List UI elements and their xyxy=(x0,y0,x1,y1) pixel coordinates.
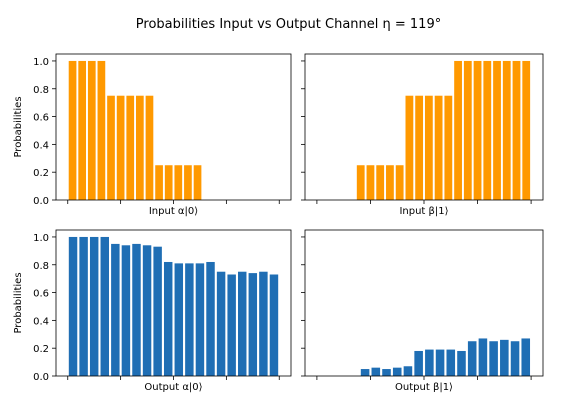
bar-top-left-6 xyxy=(126,95,135,200)
bar-top-left-11 xyxy=(174,165,183,200)
ylabel-top-left: Probabilities xyxy=(13,96,24,157)
xlabel-bottom-left: Output α|0⟩ xyxy=(144,382,202,393)
bar-top-left-4 xyxy=(107,95,115,200)
bar-bottom-left-6 xyxy=(132,243,141,376)
bar-bottom-left-16 xyxy=(238,271,247,376)
ytick-label-bottom-left-1: 0.2 xyxy=(33,344,49,355)
bar-top-right-7 xyxy=(386,165,394,200)
bar-top-right-18 xyxy=(493,60,501,201)
bar-bottom-right-15 xyxy=(478,338,488,376)
bar-top-left-9 xyxy=(155,165,163,200)
bar-top-right-12 xyxy=(434,95,443,200)
bar-bottom-right-10 xyxy=(425,349,434,376)
bar-bottom-left-11 xyxy=(185,263,194,376)
bar-top-right-11 xyxy=(424,95,433,200)
bar-top-left-2 xyxy=(87,60,96,201)
bar-top-left-10 xyxy=(164,165,173,200)
xlabel-top-right: Input β|1⟩ xyxy=(399,206,448,217)
bar-top-right-21 xyxy=(522,60,531,201)
ytick-label-bottom-left-0: 0.0 xyxy=(33,372,49,383)
bar-bottom-left-15 xyxy=(227,274,236,376)
ytick-label-top-left-3: 0.6 xyxy=(33,113,49,124)
bar-top-right-8 xyxy=(395,165,404,200)
bar-top-left-5 xyxy=(116,95,125,200)
bar-bottom-left-17 xyxy=(248,273,258,376)
ytick-label-bottom-left-2: 0.4 xyxy=(33,316,49,327)
bar-bottom-right-4 xyxy=(360,369,370,376)
bar-top-left-13 xyxy=(193,165,202,200)
ytick-label-top-left-0: 0.0 xyxy=(33,196,49,207)
bar-top-left-1 xyxy=(78,60,87,201)
bar-bottom-right-5 xyxy=(371,367,381,376)
xlabel-bottom-right: Output β|1⟩ xyxy=(395,382,453,393)
bar-bottom-left-19 xyxy=(269,274,279,376)
bar-top-right-15 xyxy=(463,60,472,201)
ytick-label-bottom-left-4: 0.8 xyxy=(33,261,49,272)
bar-bottom-right-12 xyxy=(446,349,456,376)
bar-bottom-right-16 xyxy=(489,341,498,376)
bar-bottom-left-1 xyxy=(79,236,88,376)
bar-bottom-left-7 xyxy=(142,245,152,376)
ytick-label-bottom-left-3: 0.6 xyxy=(33,289,49,300)
xlabel-top-left: Input α|0⟩ xyxy=(149,206,198,217)
bar-top-left-12 xyxy=(184,165,192,200)
bar-bottom-right-13 xyxy=(457,350,466,376)
bar-bottom-right-9 xyxy=(414,350,423,376)
bar-top-left-3 xyxy=(97,60,106,201)
bar-top-left-7 xyxy=(136,95,144,200)
ytick-label-top-left-5: 1.0 xyxy=(33,57,49,68)
bar-bottom-left-0 xyxy=(68,236,78,376)
bar-top-right-6 xyxy=(376,165,385,200)
bar-bottom-left-9 xyxy=(163,261,173,376)
ytick-label-top-left-1: 0.2 xyxy=(33,168,49,179)
figure-title: Probabilities Input vs Output Channel η … xyxy=(135,17,442,32)
bar-bottom-left-5 xyxy=(121,245,131,376)
bar-bottom-right-7 xyxy=(392,367,402,376)
bar-bottom-right-18 xyxy=(510,341,520,376)
bar-top-right-10 xyxy=(415,95,424,200)
bar-top-left-8 xyxy=(145,95,154,200)
bar-bottom-right-11 xyxy=(435,349,445,376)
bar-bottom-left-13 xyxy=(206,261,215,376)
bar-bottom-right-8 xyxy=(403,366,413,376)
bar-top-right-17 xyxy=(483,60,492,201)
bar-bottom-right-6 xyxy=(382,369,391,376)
bar-bottom-left-12 xyxy=(195,263,205,376)
bar-bottom-left-8 xyxy=(153,246,162,376)
bar-top-right-20 xyxy=(512,60,521,201)
ylabel-bottom-left: Probabilities xyxy=(13,272,24,333)
bar-bottom-right-19 xyxy=(521,338,531,376)
bar-top-right-16 xyxy=(473,60,482,201)
ytick-label-top-left-4: 0.8 xyxy=(33,85,49,96)
bar-bottom-right-14 xyxy=(467,341,477,376)
bar-bottom-left-2 xyxy=(89,236,99,376)
bar-bottom-left-4 xyxy=(111,243,120,376)
bar-top-right-4 xyxy=(356,165,365,200)
bar-bottom-right-17 xyxy=(500,339,509,376)
bar-bottom-left-10 xyxy=(174,263,184,376)
bar-top-left-0 xyxy=(68,60,77,201)
bar-top-right-9 xyxy=(405,95,414,200)
bar-bottom-left-18 xyxy=(259,271,268,376)
bar-top-right-14 xyxy=(454,60,462,201)
bar-top-right-13 xyxy=(444,95,453,200)
bar-bottom-left-14 xyxy=(216,271,226,376)
bar-top-right-5 xyxy=(366,165,375,200)
ytick-label-bottom-left-5: 1.0 xyxy=(33,233,49,244)
bar-top-right-19 xyxy=(502,60,511,201)
ytick-label-top-left-2: 0.4 xyxy=(33,140,49,151)
bar-bottom-left-3 xyxy=(100,236,109,376)
